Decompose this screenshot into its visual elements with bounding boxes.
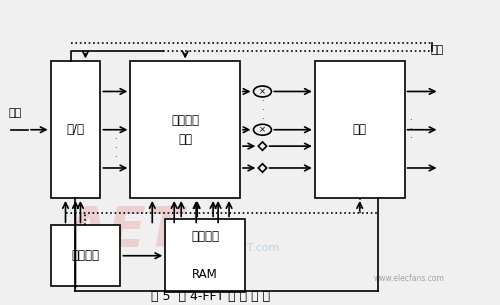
Bar — [315, 61, 404, 198]
Bar — [50, 61, 100, 198]
Text: 整序: 整序 — [352, 123, 366, 136]
Bar — [130, 61, 240, 198]
Text: AET: AET — [66, 204, 184, 258]
Bar — [165, 219, 245, 292]
Text: 图 5  基 4-FFT 模 块 架 构: 图 5 基 4-FFT 模 块 架 构 — [150, 290, 270, 303]
Bar — [50, 225, 120, 286]
Text: ·
·
·: · · · — [409, 116, 412, 143]
Text: 输出: 输出 — [430, 45, 444, 55]
Text: 串/并: 串/并 — [66, 123, 84, 136]
Text: 输入: 输入 — [8, 108, 22, 118]
Text: www.ChinaAET.com: www.ChinaAET.com — [170, 243, 280, 253]
Text: 旋转因子

RAM: 旋转因子 RAM — [191, 230, 219, 281]
Text: ×: × — [259, 87, 266, 96]
Text: ·
·
·: · · · — [114, 135, 116, 162]
Text: ×: × — [259, 125, 266, 134]
Text: 蝶形运算
模块: 蝶形运算 模块 — [171, 114, 199, 146]
Text: 控制模块: 控制模块 — [72, 249, 100, 262]
Text: ·
·
·: · · · — [261, 97, 264, 124]
Text: www.elecfans.com: www.elecfans.com — [374, 274, 445, 283]
